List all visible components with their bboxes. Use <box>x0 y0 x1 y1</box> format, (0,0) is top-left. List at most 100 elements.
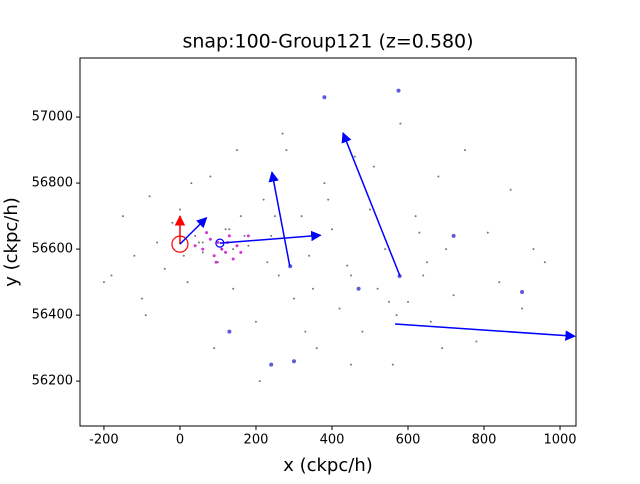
point <box>232 287 235 290</box>
point <box>291 359 296 364</box>
x-tick-label: -200 <box>89 433 119 448</box>
point <box>407 300 410 303</box>
point <box>368 208 371 211</box>
point <box>102 281 105 284</box>
x-tick-label: 400 <box>320 433 345 448</box>
point <box>395 314 398 317</box>
point <box>426 261 429 264</box>
y-tick-label: 57000 <box>32 110 73 125</box>
point <box>451 233 456 238</box>
point <box>356 286 361 291</box>
point <box>214 260 218 264</box>
velocity-arrow <box>219 230 322 244</box>
point <box>163 267 166 270</box>
point <box>498 281 501 284</box>
point <box>171 221 174 224</box>
point <box>227 329 232 334</box>
point <box>194 234 197 237</box>
x-tick-label: 1000 <box>543 433 576 448</box>
point <box>292 297 295 300</box>
point <box>201 247 205 251</box>
velocity-arrow <box>341 131 401 277</box>
point <box>247 244 250 247</box>
point <box>254 320 257 323</box>
point <box>521 307 524 310</box>
point <box>178 208 181 211</box>
x-tick-label: 600 <box>396 433 421 448</box>
point <box>235 149 238 152</box>
point <box>186 281 189 284</box>
point <box>304 330 307 333</box>
chart-title: snap:100-Group121 (z=0.580) <box>182 31 473 53</box>
point <box>338 307 341 310</box>
point <box>475 340 478 343</box>
point <box>266 261 269 264</box>
point <box>486 231 489 234</box>
x-axis-label: x (ckpc/h) <box>283 455 373 476</box>
point <box>311 287 314 290</box>
velocity-arrow <box>268 171 291 267</box>
point <box>213 347 216 350</box>
x-tick-label: 800 <box>472 433 497 448</box>
point <box>353 155 356 158</box>
point <box>396 88 401 93</box>
point <box>349 274 352 277</box>
point <box>322 95 327 100</box>
point <box>414 215 417 218</box>
point <box>464 149 467 152</box>
point <box>182 254 185 257</box>
point <box>349 363 352 366</box>
point <box>281 132 284 135</box>
point <box>220 247 224 251</box>
point <box>270 234 273 237</box>
point <box>193 244 197 248</box>
point <box>422 274 425 277</box>
point <box>224 250 228 254</box>
point <box>315 347 318 350</box>
point <box>262 198 265 201</box>
point <box>543 261 546 264</box>
point <box>208 237 212 241</box>
y-tick-label: 56600 <box>32 242 73 257</box>
point <box>201 241 204 244</box>
point <box>144 314 147 317</box>
point <box>246 234 250 238</box>
point <box>391 363 394 366</box>
point <box>140 297 143 300</box>
point <box>372 165 375 168</box>
point <box>452 294 455 297</box>
point <box>532 248 535 251</box>
point <box>399 122 402 125</box>
point <box>205 231 209 235</box>
x-tick-label: 0 <box>176 433 184 448</box>
point <box>445 248 448 251</box>
point <box>216 240 220 244</box>
point <box>239 215 242 218</box>
point <box>239 250 243 254</box>
point <box>133 254 136 257</box>
point <box>156 241 159 244</box>
point <box>110 274 113 277</box>
point <box>209 175 212 178</box>
velocity-arrow <box>395 323 576 341</box>
point <box>520 290 525 295</box>
point <box>323 182 326 185</box>
point <box>429 320 432 323</box>
y-tick-label: 56400 <box>32 308 73 323</box>
point <box>235 244 239 248</box>
point <box>273 215 276 218</box>
point <box>376 287 379 290</box>
y-tick-label: 56200 <box>32 374 73 389</box>
point <box>346 264 349 267</box>
point <box>197 241 200 244</box>
point <box>327 198 330 201</box>
point <box>441 347 444 350</box>
y-tick-label: 56800 <box>32 176 73 191</box>
point <box>232 248 235 251</box>
x-tick-label: 200 <box>244 433 269 448</box>
point <box>330 228 333 231</box>
point <box>243 234 246 237</box>
point <box>224 228 227 231</box>
